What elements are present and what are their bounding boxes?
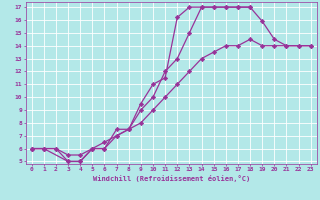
X-axis label: Windchill (Refroidissement éolien,°C): Windchill (Refroidissement éolien,°C) (92, 175, 250, 182)
